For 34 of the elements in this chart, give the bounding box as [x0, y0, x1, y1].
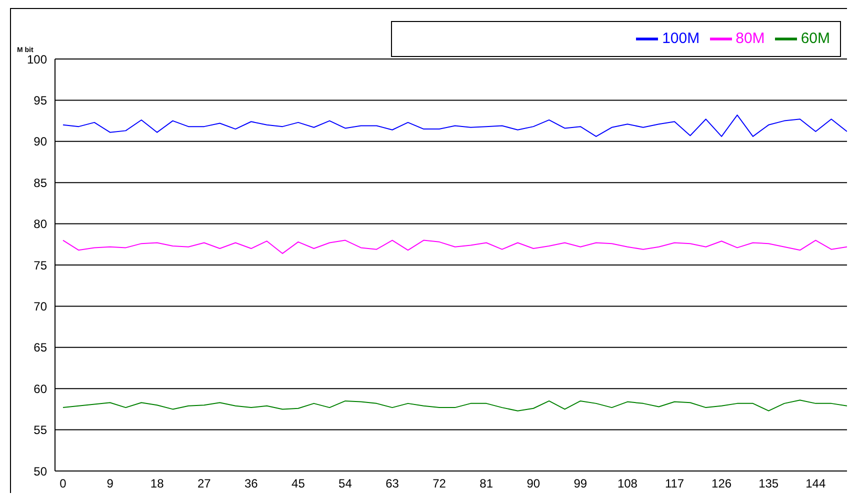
x-tick-label: 54	[338, 476, 352, 491]
x-tick-label: 135	[758, 476, 779, 491]
x-tick-label: 126	[712, 476, 732, 491]
x-tick-label: 45	[292, 476, 306, 491]
x-tick-label: 117	[664, 476, 684, 491]
y-tick-label: 95	[34, 93, 48, 108]
y-tick-label: 100	[26, 52, 48, 66]
legend-label: 80M	[736, 30, 765, 47]
x-tick-label: 9	[106, 476, 114, 491]
x-tick-label: 36	[244, 476, 258, 491]
y-tick-label: 55	[34, 423, 48, 438]
y-tick-label: 60	[34, 382, 48, 396]
x-tick-label: 99	[574, 476, 588, 491]
x-tick-label: 63	[386, 476, 400, 491]
x-tick-label: 108	[617, 476, 638, 491]
legend-label: 60M	[800, 30, 830, 47]
y-tick-label: 90	[34, 134, 48, 149]
y-tick-label: 85	[34, 176, 48, 190]
y-tick-label: 50	[34, 464, 48, 478]
line-series	[62, 240, 847, 254]
x-tick-label: 0	[60, 476, 67, 491]
x-tick-label: 27	[197, 476, 212, 491]
x-tick-label: 18	[150, 476, 164, 491]
y-tick-label: 75	[34, 258, 48, 272]
x-tick-label: 90	[526, 476, 540, 491]
legend-label: 100M	[662, 30, 700, 47]
y-tick-label: 70	[34, 299, 48, 314]
x-tick-label: 81	[480, 476, 494, 491]
y-tick-label: 65	[34, 340, 48, 355]
y-tick-label: 80	[34, 217, 48, 232]
x-tick-label: 72	[432, 476, 446, 491]
line-series	[62, 400, 847, 412]
line-series	[62, 114, 847, 137]
x-tick-label: 144	[806, 476, 826, 491]
